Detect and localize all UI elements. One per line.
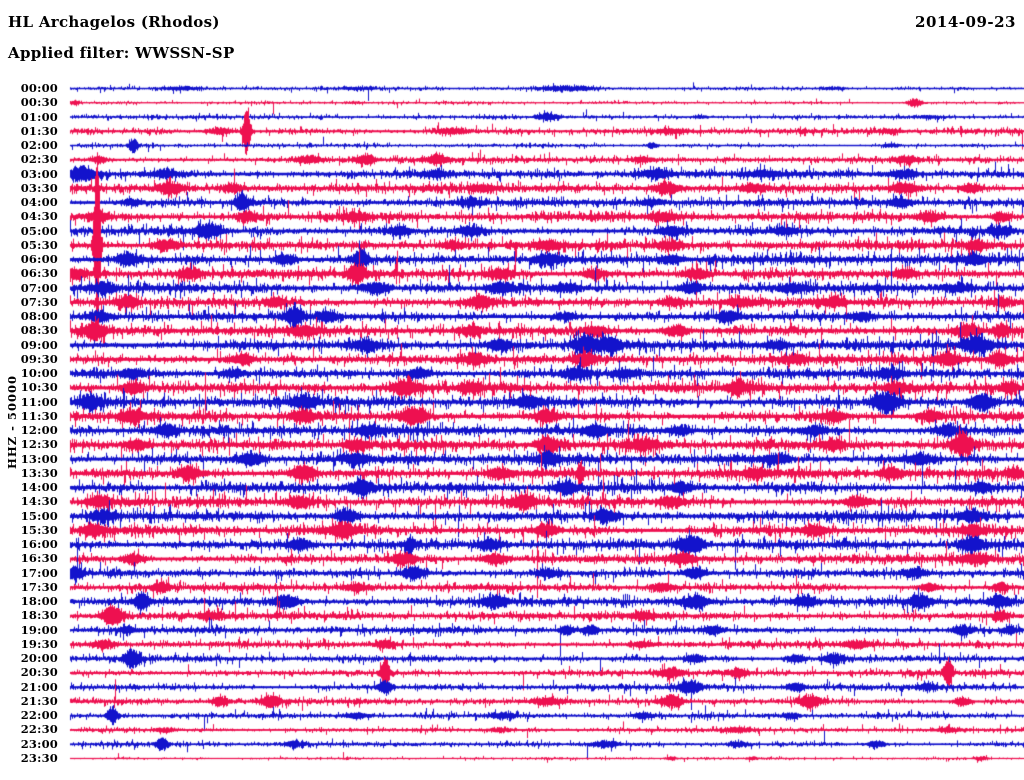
time-label: 04:30 (20, 209, 58, 224)
time-label: 23:00 (20, 736, 58, 751)
time-label: 22:00 (20, 708, 58, 723)
time-label: 12:00 (20, 423, 58, 438)
time-label: 17:00 (20, 565, 58, 580)
time-label: 07:00 (20, 280, 58, 295)
time-label: 00:30 (20, 95, 58, 110)
time-label: 07:30 (20, 294, 58, 309)
date-label: 2014-09-23 (915, 13, 1016, 31)
time-label: 13:00 (20, 451, 58, 466)
time-label: 03:30 (20, 180, 58, 195)
time-label: 16:30 (20, 551, 58, 566)
time-label: 17:30 (20, 579, 58, 594)
time-label: 02:00 (20, 138, 58, 153)
time-label: 10:00 (20, 366, 58, 381)
time-label: 09:30 (20, 351, 58, 366)
time-label: 15:00 (20, 508, 58, 523)
time-label: 13:30 (20, 465, 58, 480)
time-label: 03:00 (20, 166, 58, 181)
time-label: 22:30 (20, 722, 58, 737)
time-label: 19:00 (20, 622, 58, 637)
time-label: 16:00 (20, 537, 58, 552)
time-label: 11:00 (20, 394, 58, 409)
time-label: 05:30 (20, 237, 58, 252)
time-label: 14:00 (20, 480, 58, 495)
time-label: 18:30 (20, 608, 58, 623)
time-label: 06:30 (20, 266, 58, 281)
time-label: 09:00 (20, 337, 58, 352)
time-label: 08:00 (20, 309, 58, 324)
time-label: 21:30 (20, 693, 58, 708)
time-label: 15:30 (20, 522, 58, 537)
time-label: 10:30 (20, 380, 58, 395)
time-label: 20:30 (20, 665, 58, 680)
time-label: 11:30 (20, 408, 58, 423)
filter-label: Applied filter: WWSSN-SP (8, 44, 235, 62)
time-label: 19:30 (20, 636, 58, 651)
time-label: 20:00 (20, 651, 58, 666)
time-label: 23:30 (20, 750, 58, 765)
time-label: 06:00 (20, 252, 58, 267)
time-label: 14:30 (20, 494, 58, 509)
time-label: 02:30 (20, 152, 58, 167)
time-label: 01:30 (20, 123, 58, 138)
time-label: 21:00 (20, 679, 58, 694)
time-label: 01:00 (20, 109, 58, 124)
time-label: 05:00 (20, 223, 58, 238)
station-title: HL Archagelos (Rhodos) (8, 13, 220, 31)
time-label: 12:30 (20, 437, 58, 452)
time-label: 08:30 (20, 323, 58, 338)
time-label: 00:00 (20, 81, 58, 95)
time-label: 18:00 (20, 594, 58, 609)
time-label: 04:00 (20, 195, 58, 210)
